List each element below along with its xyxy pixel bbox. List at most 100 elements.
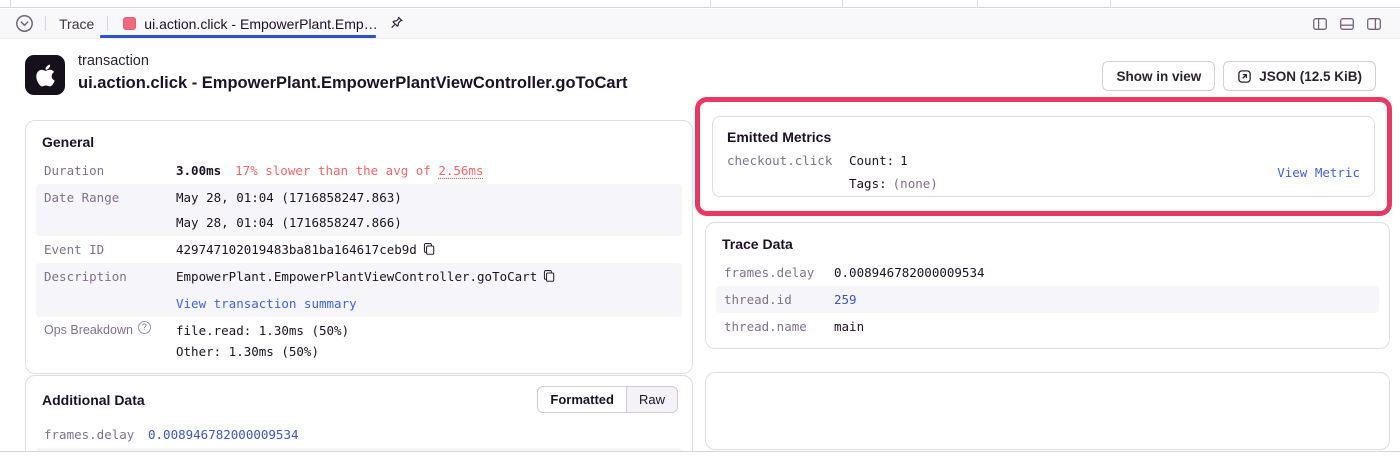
trace-data-title: Trace Data bbox=[722, 236, 793, 252]
row-key: Ops Breakdown ? bbox=[44, 321, 176, 361]
metric-name: checkout.click bbox=[727, 153, 833, 168]
row-value: 259 bbox=[834, 292, 857, 307]
avg-duration-tooltip-anchor[interactable]: 2.56ms bbox=[438, 163, 484, 178]
emitted-metrics-title: Emitted Metrics bbox=[727, 129, 832, 145]
formatted-toggle-button[interactable]: Formatted bbox=[538, 387, 627, 412]
duration-value: 3.00ms bbox=[176, 163, 222, 178]
dock-left-button[interactable] bbox=[1312, 16, 1328, 32]
count-label: Count: bbox=[849, 153, 895, 168]
panel-right-icon bbox=[1366, 16, 1382, 32]
additional-data-header: Additional Data Formatted Raw bbox=[42, 386, 678, 413]
event-type-label: transaction bbox=[78, 53, 149, 69]
external-link-icon bbox=[1237, 69, 1252, 84]
row-key: Description bbox=[44, 269, 127, 284]
duration-row: Duration 3.00ms 17% slower than the avg o… bbox=[36, 157, 682, 184]
emitted-metrics-section: Emitted Metrics checkout.click Count: 1 T… bbox=[712, 116, 1375, 197]
event-id-row: Event ID 429747102019483ba81ba164617ceb9… bbox=[36, 236, 682, 263]
active-tab-label: ui.action.click - EmpowerPlant.Emp… bbox=[144, 15, 378, 32]
drawer-tabbar: Trace ui.action.click - EmpowerPlant.Emp… bbox=[0, 9, 1400, 39]
row-value: 0.008946782000009534 bbox=[148, 427, 299, 442]
pin-tab-button[interactable] bbox=[388, 15, 405, 32]
ops-breakdown-line-2: Other: 1.30ms (50%) bbox=[176, 344, 319, 359]
metric-details: Count: 1 Tags: (none) bbox=[849, 151, 938, 193]
description-row: Description EmpowerPlant.EmpowerPlantVie… bbox=[36, 263, 682, 317]
table-row: frames.delay 0.008946782000009534 bbox=[716, 259, 1379, 286]
table-row: thread.id 259 bbox=[36, 448, 682, 451]
ops-breakdown-row: Ops Breakdown ? file.read: 1.30ms (50%) … bbox=[36, 317, 682, 365]
date-range-row: Date Range May 28, 01:04 (1716858247.863… bbox=[36, 184, 682, 236]
row-value: file.read: 1.30ms (50%) Other: 1.30ms (5… bbox=[176, 321, 349, 361]
annotation-highlight-box: Emitted Metrics checkout.click Count: 1 T… bbox=[695, 97, 1392, 216]
raw-toggle-button[interactable]: Raw bbox=[626, 387, 677, 412]
layout-toggle-group bbox=[1312, 16, 1382, 32]
table-row: thread.id 259 bbox=[716, 286, 1379, 313]
ops-breakdown-line-1: file.read: 1.30ms (50%) bbox=[176, 323, 350, 338]
general-section: General Duration 3.00ms 17% slower than t… bbox=[25, 120, 693, 374]
row-key: Duration bbox=[44, 163, 105, 178]
additional-data-title: Additional Data bbox=[42, 391, 145, 408]
empty-section-card bbox=[705, 372, 1390, 450]
metric-row: checkout.click Count: 1 Tags: (none) View … bbox=[727, 151, 1360, 193]
copy-icon bbox=[422, 242, 436, 256]
view-metric-link[interactable]: View Metric bbox=[1277, 164, 1360, 180]
row-key: thread.name bbox=[724, 319, 807, 334]
tab-transaction-active[interactable]: ui.action.click - EmpowerPlant.Emp… bbox=[119, 15, 408, 32]
transaction-marker-icon bbox=[123, 17, 137, 30]
format-toggle: Formatted Raw bbox=[537, 386, 678, 413]
event-id-value: 429747102019483ba81ba164617ceb9d bbox=[176, 242, 417, 257]
row-value: EmpowerPlant.EmpowerPlantViewController.… bbox=[176, 267, 556, 313]
trace-data-section: Trace Data frames.delay 0.00894678200000… bbox=[705, 222, 1390, 349]
column-divider bbox=[10, 0, 11, 8]
comparison-text: 17% slower than the avg of bbox=[235, 163, 431, 178]
help-icon[interactable]: ? bbox=[137, 321, 151, 334]
tags-value: (none) bbox=[892, 176, 938, 191]
pin-icon bbox=[388, 15, 405, 32]
description-value: EmpowerPlant.EmpowerPlantViewController.… bbox=[176, 269, 538, 284]
row-key: thread.id bbox=[724, 292, 792, 307]
additional-data-section: Additional Data Formatted Raw frames.del… bbox=[25, 375, 693, 451]
date-range-start: May 28, 01:04 (1716858247.863) bbox=[176, 190, 402, 205]
trace-detail-drawer: Trace ui.action.click - EmpowerPlant.Emp… bbox=[0, 9, 1400, 452]
column-divider bbox=[1110, 0, 1111, 8]
chevron-down-circle-icon bbox=[15, 14, 34, 33]
tab-separator bbox=[45, 16, 46, 31]
duration-comparison: 17% slower than the avg of 2.56ms bbox=[235, 163, 483, 178]
general-title: General bbox=[42, 134, 95, 150]
row-key: frames.delay bbox=[724, 265, 815, 280]
active-tab-underline bbox=[100, 35, 376, 38]
row-value: main bbox=[834, 319, 865, 334]
tab-trace[interactable]: Trace bbox=[59, 15, 95, 32]
show-in-view-button[interactable]: Show in view bbox=[1102, 61, 1216, 91]
row-key: frames.delay bbox=[44, 427, 135, 442]
metric-tags-line: Tags: (none) bbox=[849, 174, 938, 193]
column-divider bbox=[842, 0, 843, 8]
json-download-button[interactable]: JSON (12.5 KiB) bbox=[1223, 61, 1376, 91]
dock-bottom-button[interactable] bbox=[1339, 16, 1355, 32]
header-actions: Show in view JSON (12.5 KiB) bbox=[1102, 61, 1376, 91]
panel-bottom-icon bbox=[1339, 16, 1355, 32]
metric-count-line: Count: 1 bbox=[849, 151, 938, 170]
panel-left-icon bbox=[1312, 16, 1328, 32]
collapse-drawer-button[interactable] bbox=[15, 14, 34, 33]
column-divider bbox=[977, 0, 978, 8]
column-divider bbox=[710, 0, 711, 8]
table-row: frames.delay 0.008946782000009534 bbox=[36, 421, 682, 448]
copy-icon bbox=[542, 269, 556, 283]
description-line: EmpowerPlant.EmpowerPlantViewController.… bbox=[176, 267, 556, 286]
apple-platform-icon bbox=[25, 55, 65, 95]
view-transaction-summary-link[interactable]: View transaction summary bbox=[176, 296, 357, 311]
dock-right-button[interactable] bbox=[1366, 16, 1382, 32]
copy-event-id-button[interactable] bbox=[422, 242, 436, 256]
row-value: 3.00ms 17% slower than the avg of 2.56ms bbox=[176, 161, 484, 180]
row-key: Event ID bbox=[44, 242, 105, 257]
count-value: 1 bbox=[900, 153, 908, 168]
page-title: ui.action.click - EmpowerPlant.EmpowerPl… bbox=[78, 74, 628, 92]
copy-description-button[interactable] bbox=[542, 269, 556, 283]
tab-separator bbox=[107, 16, 109, 31]
background-page-strip bbox=[0, 0, 1400, 8]
row-value: May 28, 01:04 (1716858247.863) May 28, 0… bbox=[176, 188, 402, 232]
tags-label: Tags: bbox=[849, 176, 887, 191]
row-value: 429747102019483ba81ba164617ceb9d bbox=[176, 240, 436, 259]
ops-breakdown-label: Ops Breakdown bbox=[44, 323, 133, 337]
json-button-label: JSON (12.5 KiB) bbox=[1259, 68, 1362, 84]
